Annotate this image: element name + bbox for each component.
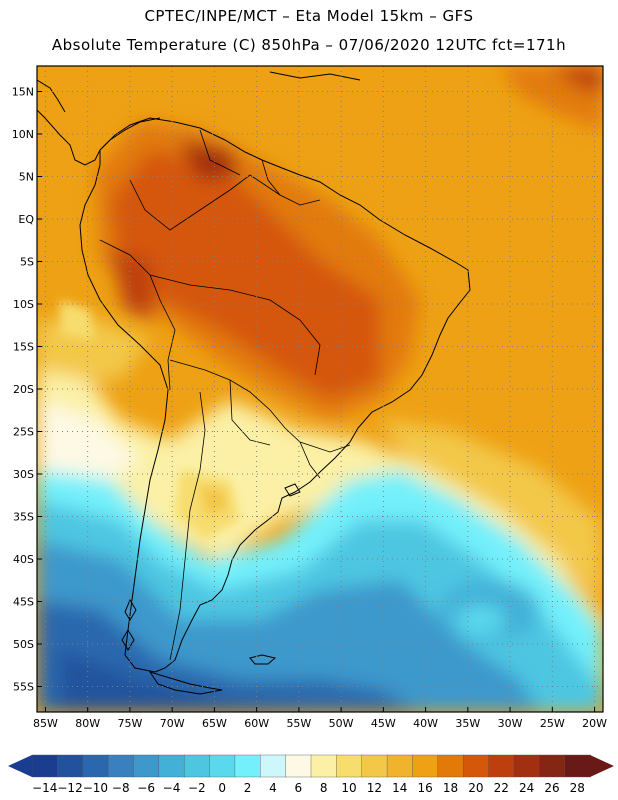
colorbar-swatch [336,754,363,778]
lat-label: 15S [13,341,34,354]
colorbar-label: −4 [163,781,181,795]
colorbar-swatch [57,754,84,778]
lat-label: EQ [18,213,34,226]
colorbar-label: 10 [341,781,356,795]
lon-label: 70W [160,717,185,730]
lon-label: 30W [498,717,523,730]
colorbar-swatch [437,754,464,778]
lon-label: 20W [582,717,607,730]
colorbar-swatch [412,754,439,778]
colorbar-label: −8 [112,781,130,795]
colorbar-labels: −14 −12 −10 −8 −6 −4 −2 0 2 4 6 8 10 12 14 16 18 20 22 24 26… [32,781,585,795]
colorbar-label: 14 [392,781,407,795]
lat-label: 10N [12,128,34,141]
lat-label: 5S [20,256,34,269]
colorbar-swatch [133,754,160,778]
colorbar-label: 18 [443,781,458,795]
colorbar-label: 2 [244,781,252,795]
colorbar-swatch [310,754,338,778]
colorbar-label: 28 [570,781,585,795]
lat-label: 15N [12,86,34,99]
colorbar-swatch [285,754,312,778]
lat-label: 30S [13,468,34,481]
colorbar-swatch [513,754,540,778]
lon-label: 50W [329,717,354,730]
colorbar-swatch [386,754,414,778]
lat-label: 10S [13,298,34,311]
lon-label: 55W [286,717,311,730]
colorbar-label: −12 [57,781,82,795]
colorbar-label: 12 [367,781,382,795]
lat-label: 55S [13,681,34,694]
colorbar-swatch [82,754,109,778]
lat-label: 20S [13,383,34,396]
colorbar-swatch [564,754,591,778]
colorbar-label: 16 [417,781,432,795]
colorbar-swatch [488,754,515,778]
lon-label: 40W [413,717,438,730]
colorbar-swatch [183,754,211,778]
colorbar-swatch [539,754,566,778]
colorbar-label: −10 [83,781,108,795]
latitude-labels: 15N 10N 5N EQ 5S 10S 15S 20S 25S 30S 35S 40S 45S 50S 5… [12,86,42,694]
lon-label: 25W [540,717,565,730]
colorbar-swatch [107,754,135,778]
colorbar-label: 24 [519,781,534,795]
colorbar-label: 22 [494,781,509,795]
colorbar-label: 4 [269,781,277,795]
colorbar-swatch [361,754,388,778]
map-title-line-2: Absolute Temperature (C) 850hPa – 07/06/… [51,36,567,54]
colorbar-swatch [462,754,490,778]
lon-label: 60W [244,717,269,730]
colorbar-label: 6 [294,781,302,795]
lon-label: 35W [455,717,480,730]
colorbar-label: 26 [544,781,559,795]
coastlines [37,71,471,695]
lat-label: 40S [13,553,34,566]
colorbar-label: 8 [320,781,328,795]
lon-label: 85W [33,717,58,730]
lon-label: 45W [371,717,396,730]
lon-label: 65W [202,717,227,730]
lat-label: 5N [19,171,34,184]
colorbar-swatch [234,754,261,778]
lon-label: 75W [117,717,142,730]
lat-label: 45S [13,596,34,609]
colorbar-label: −6 [137,781,155,795]
colorbar-high-arrow [590,755,614,777]
colorbar-label: 0 [218,781,226,795]
colorbar [8,754,614,778]
colorbar-low-arrow [8,755,32,777]
colorbar-label: −2 [188,781,206,795]
colorbar-label: 20 [468,781,483,795]
colorbar-swatch [260,754,287,778]
lat-label: 35S [13,511,34,524]
colorbar-swatch [31,754,59,778]
lat-label: 50S [13,638,34,651]
colorbar-swatch [158,754,185,778]
map-title-line-1: CPTEC/INPE/MCT – Eta Model 15km – GFS [144,7,474,25]
longitude-labels: 85W 80W 75W 70W 65W 60W 55W 50W 45W 40W 35W 30W 25W 2… [33,707,607,730]
colorbar-swatch [209,754,236,778]
lon-label: 80W [75,717,100,730]
lat-label: 25S [13,426,34,439]
temperature-field [37,66,603,712]
country-borders [99,129,351,661]
colorbar-label: −14 [32,781,57,795]
